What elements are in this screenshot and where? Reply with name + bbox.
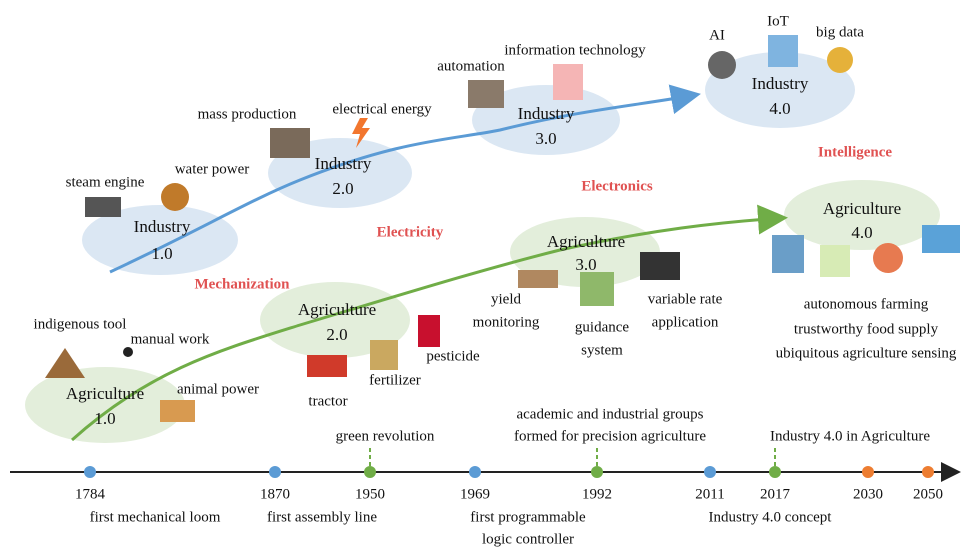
- stage-label: 4.0: [769, 99, 790, 118]
- item-label: information technology: [504, 42, 646, 58]
- item-label: system: [581, 342, 623, 358]
- diagram: Industry 1.0 Mechanization steam engine wate…: [0, 0, 965, 547]
- era-label: Mechanization: [195, 276, 291, 292]
- timeline-dot: [469, 466, 481, 478]
- item-label: tractor: [308, 393, 347, 409]
- icon: [160, 400, 195, 422]
- item-label: trustworthy food supply: [794, 321, 939, 337]
- icon: [370, 340, 398, 370]
- stage-label: 2.0: [332, 179, 353, 198]
- event-label: green revolution: [336, 428, 435, 444]
- timeline-dot: [591, 466, 603, 478]
- icon: [123, 347, 133, 357]
- icon: [640, 252, 680, 280]
- timeline-dot: [862, 466, 874, 478]
- icon: [820, 245, 850, 277]
- item-label: pesticide: [426, 348, 480, 364]
- item-label: application: [652, 314, 719, 330]
- event-label: first programmable: [470, 509, 586, 525]
- stage-label: 4.0: [851, 223, 872, 242]
- event-label: first assembly line: [267, 509, 377, 525]
- icon: [873, 243, 903, 273]
- stage-label: Agriculture: [547, 232, 625, 251]
- icon: [768, 35, 798, 67]
- item-label: autonomous farming: [804, 296, 929, 312]
- icon: [270, 128, 310, 158]
- item-label: monitoring: [473, 314, 540, 330]
- year-label: 2017: [760, 486, 791, 502]
- stage-label: Industry: [134, 217, 191, 236]
- timeline-dot: [269, 466, 281, 478]
- stage-label: Industry: [752, 74, 809, 93]
- stage-label: Agriculture: [298, 300, 376, 319]
- stage-label: 3.0: [535, 129, 556, 148]
- event-label: Industry 4.0 in Agriculture: [770, 428, 930, 444]
- item-label: IoT: [767, 13, 789, 29]
- era-label: Intelligence: [818, 144, 892, 160]
- item-label: fertilizer: [369, 372, 421, 388]
- year-label: 2011: [695, 486, 724, 502]
- icon: [45, 348, 85, 378]
- era-label: Electronics: [581, 178, 653, 194]
- item-label: yield: [491, 291, 521, 307]
- icon: [468, 80, 504, 108]
- item-label: big data: [816, 24, 864, 40]
- item-label: variable rate: [648, 291, 723, 307]
- icon: [307, 355, 347, 377]
- item-label: automation: [437, 58, 505, 74]
- item-label: electrical energy: [332, 101, 432, 117]
- icon: [418, 315, 440, 347]
- stage-label: Industry: [315, 154, 372, 173]
- stage-label: 1.0: [94, 409, 115, 428]
- icon: [161, 183, 189, 211]
- stage-label: Agriculture: [66, 384, 144, 403]
- item-label: ubiquitous agriculture sensing: [776, 345, 957, 361]
- timeline-dot: [84, 466, 96, 478]
- icon: [553, 64, 583, 100]
- item-label: animal power: [177, 381, 259, 397]
- event-label: Industry 4.0 concept: [709, 509, 833, 525]
- timeline-dot: [769, 466, 781, 478]
- item-label: steam engine: [66, 174, 145, 190]
- stage-label: Agriculture: [823, 199, 901, 218]
- icon: [772, 235, 804, 273]
- icon: [708, 51, 736, 79]
- item-label: water power: [175, 161, 250, 177]
- event-label: first mechanical loom: [90, 509, 221, 525]
- stage-label: 1.0: [151, 244, 172, 263]
- stage-label: 3.0: [575, 255, 596, 274]
- era-label: Electricity: [377, 224, 444, 240]
- item-label: AI: [709, 27, 725, 43]
- timeline-dot: [704, 466, 716, 478]
- year-label: 1992: [582, 486, 612, 502]
- year-label: 1950: [355, 486, 385, 502]
- year-label: 1784: [75, 486, 106, 502]
- item-label: manual work: [131, 331, 210, 347]
- icon: [922, 225, 960, 253]
- stage-label: Industry: [518, 104, 575, 123]
- icon: [85, 197, 121, 217]
- timeline-dot: [922, 466, 934, 478]
- event-label: formed for precision agriculture: [514, 428, 706, 444]
- icon: [580, 272, 614, 306]
- icon: [518, 270, 558, 288]
- icon: [827, 47, 853, 73]
- year-label: 1870: [260, 486, 290, 502]
- item-label: indigenous tool: [34, 316, 127, 332]
- timeline-dot: [364, 466, 376, 478]
- item-label: mass production: [198, 106, 297, 122]
- year-label: 2030: [853, 486, 883, 502]
- event-label: logic controller: [482, 531, 574, 547]
- year-label: 2050: [913, 486, 943, 502]
- stage-label: 2.0: [326, 325, 347, 344]
- year-label: 1969: [460, 486, 490, 502]
- item-label: guidance: [575, 319, 629, 335]
- event-label: academic and industrial groups: [516, 406, 703, 422]
